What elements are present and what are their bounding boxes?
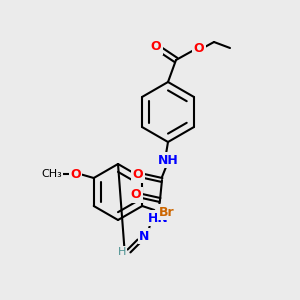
Text: H: H: [118, 247, 126, 257]
Text: O: O: [70, 167, 81, 181]
Text: HN: HN: [148, 212, 168, 224]
Text: CH₃: CH₃: [41, 169, 62, 179]
Text: O: O: [151, 40, 161, 53]
Text: O: O: [133, 169, 143, 182]
Text: Br: Br: [158, 206, 174, 218]
Text: N: N: [139, 230, 149, 242]
Text: O: O: [194, 41, 204, 55]
Text: O: O: [131, 188, 141, 202]
Text: NH: NH: [158, 154, 178, 166]
